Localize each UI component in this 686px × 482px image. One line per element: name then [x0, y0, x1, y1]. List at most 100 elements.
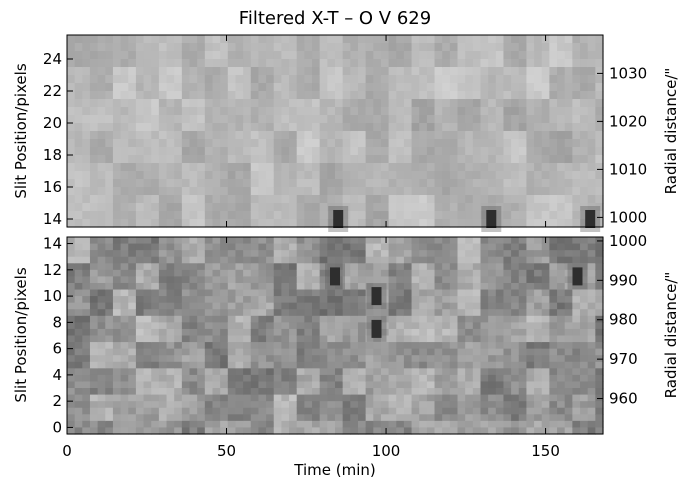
heatmap-cell — [511, 309, 520, 317]
heatmap-cell — [204, 171, 214, 180]
heatmap-cell — [518, 427, 528, 435]
heatmap-cell — [82, 139, 91, 148]
heatmap-cell — [120, 243, 129, 251]
heatmap-cell — [526, 155, 535, 164]
heatmap-cell — [151, 107, 160, 116]
heatmap-cell — [243, 361, 252, 369]
heatmap-cell — [580, 83, 589, 92]
heatmap-cell — [557, 91, 566, 100]
heatmap-cell — [258, 394, 267, 402]
heatmap-cell — [426, 335, 436, 343]
heatmap-cell — [281, 203, 290, 212]
heatmap-cell — [572, 123, 581, 132]
heatmap-cell — [380, 342, 390, 350]
heatmap-cell — [258, 269, 267, 277]
heatmap-cell — [449, 263, 459, 271]
heatmap-cell — [67, 296, 76, 304]
heatmap-cell — [419, 83, 428, 92]
heatmap-cell — [388, 195, 397, 204]
heatmap-cell — [442, 203, 451, 212]
heatmap-cell — [319, 355, 328, 363]
heatmap-cell — [296, 335, 305, 343]
heatmap-cell — [403, 35, 413, 44]
heatmap-cell — [373, 99, 382, 108]
heatmap-cell — [181, 250, 191, 258]
heatmap-cell — [181, 263, 191, 271]
heatmap-cell — [457, 139, 466, 148]
heatmap-cell — [197, 348, 206, 356]
heatmap-cell — [281, 394, 290, 402]
heatmap-cell — [189, 131, 198, 140]
heatmap-cell — [541, 256, 550, 264]
heatmap-cell — [281, 374, 290, 383]
heatmap-cell — [189, 276, 198, 284]
heatmap-cell — [457, 171, 466, 180]
heatmap-cell — [365, 374, 374, 383]
heatmap-cell — [564, 381, 573, 389]
heatmap-cell — [572, 179, 581, 188]
heatmap-cell — [335, 342, 344, 350]
heatmap-cell — [526, 51, 535, 60]
heatmap-cell — [197, 115, 206, 124]
heatmap-cell — [197, 381, 206, 389]
heatmap-cell — [82, 282, 91, 291]
heatmap-cell — [357, 394, 367, 402]
heatmap-cell — [587, 91, 596, 100]
heatmap-cell — [97, 315, 106, 323]
heatmap-cell — [327, 328, 336, 337]
heatmap-cell — [557, 401, 566, 409]
heatmap-cell — [304, 414, 313, 422]
heatmap-cell — [97, 361, 106, 369]
heatmap-cell — [518, 67, 528, 76]
heatmap-cell — [143, 289, 152, 297]
heatmap-cell — [174, 335, 183, 343]
heatmap-cell — [273, 107, 282, 116]
heatmap-cell — [166, 401, 175, 409]
heatmap-cell — [572, 67, 581, 76]
heatmap-cell — [105, 374, 114, 383]
heatmap-cell — [503, 289, 512, 297]
heatmap-cell — [235, 99, 244, 108]
heatmap-cell — [250, 296, 260, 304]
heatmap-cell — [235, 123, 244, 132]
heatmap-cell — [67, 243, 76, 251]
heatmap-cell — [112, 296, 122, 304]
heatmap-cell — [296, 407, 305, 415]
heatmap-cell — [243, 309, 252, 317]
heatmap-cell — [67, 179, 76, 188]
heatmap-cell — [495, 75, 505, 84]
heatmap-cell — [258, 407, 267, 415]
heatmap-cell — [296, 179, 305, 188]
heatmap-cell — [419, 75, 428, 84]
heatmap-cell — [67, 59, 76, 68]
heatmap-cell — [312, 394, 321, 402]
heatmap-cell — [235, 139, 244, 148]
heatmap-cell — [472, 203, 482, 212]
heatmap-cell — [227, 203, 237, 212]
heatmap-cell — [158, 296, 168, 304]
heatmap-cell — [158, 51, 168, 60]
heatmap-cell — [266, 427, 275, 435]
heatmap-cell — [472, 374, 482, 383]
heatmap-cell — [564, 59, 573, 68]
heatmap-cell — [181, 123, 191, 132]
heatmap-cell — [189, 381, 198, 389]
heatmap-cell — [166, 374, 175, 383]
heatmap-cell — [457, 219, 466, 228]
heatmap-cell — [289, 374, 298, 383]
heatmap-cell — [564, 211, 573, 220]
heatmap-cell — [174, 368, 183, 376]
heatmap-cell — [572, 131, 581, 140]
heatmap-cell — [465, 51, 474, 60]
heatmap-cell — [304, 269, 313, 277]
heatmap-cell — [449, 250, 459, 258]
heatmap-cell — [572, 361, 581, 369]
heatmap-cell — [158, 282, 168, 291]
heatmap-cell — [266, 401, 275, 409]
heatmap-cell — [549, 302, 558, 310]
heatmap-cell — [266, 394, 275, 402]
heatmap-cell — [541, 381, 550, 389]
heatmap-cell — [281, 381, 290, 389]
heatmap-cell — [434, 67, 443, 76]
heatmap-cell — [388, 328, 397, 337]
